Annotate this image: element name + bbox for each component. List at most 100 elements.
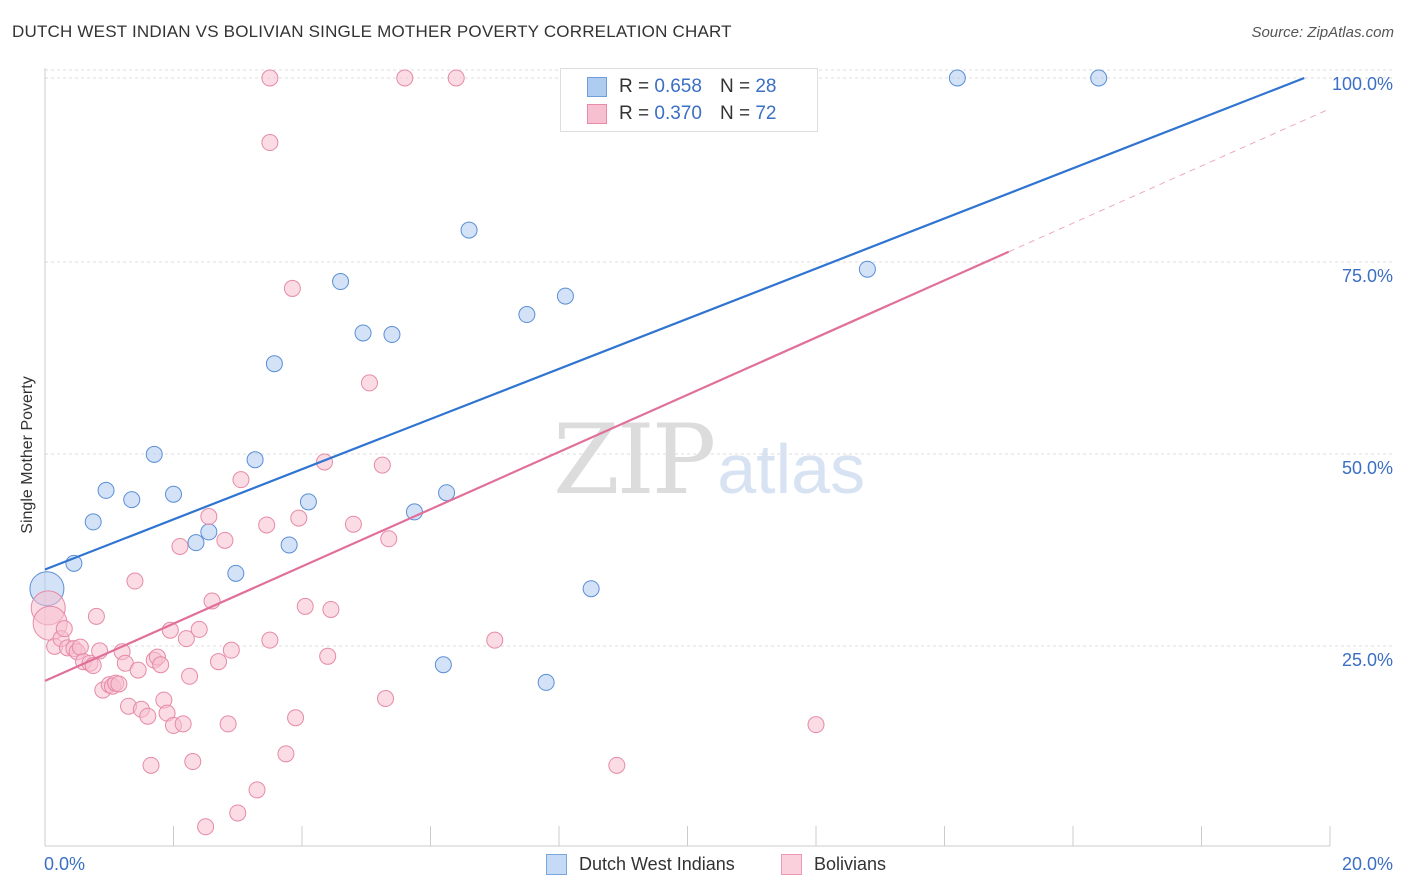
x-tick-label: 0.0% [44,854,85,874]
point-dutch-west-indians [518,306,536,324]
point-bolivians [360,374,378,392]
point-bolivians [216,531,234,549]
point-bolivians [447,69,465,87]
point-bolivians [486,631,504,649]
point-dutch-west-indians [582,580,600,598]
point-dutch-west-indians [556,287,574,305]
point-dutch-west-indians [299,493,317,511]
point-dutch-west-indians [1090,69,1108,87]
point-dutch-west-indians [354,324,372,342]
legend-n-label: N = [719,103,751,124]
point-bolivians [142,756,160,774]
point-bolivians [344,515,362,533]
bottom-legend-label: Bolivians [814,853,887,874]
point-bolivians [396,69,414,87]
point-dutch-west-indians [438,484,456,502]
trend-line-bolivians [44,250,1010,682]
legend-n-label: N = [719,76,751,97]
y-axis-label: Single Mother Poverty [19,376,36,534]
trend-line-bolivians-extension [1008,108,1331,253]
point-dutch-west-indians [200,523,218,541]
legend-r-label: R = [619,76,650,97]
point-dutch-west-indians [227,564,245,582]
point-dutch-west-indians [383,326,401,344]
point-dutch-west-indians [280,536,298,554]
point-bolivians [174,715,192,733]
point-bolivians [219,715,237,733]
point-bolivians [322,600,340,618]
legend-r-value: 0.370 [654,103,702,124]
point-dutch-west-indians [332,273,350,291]
point-bolivians [261,631,279,649]
point-dutch-west-indians [265,355,283,373]
legend-n-value: 72 [755,103,777,124]
y-tick-label: 75.0% [1342,266,1393,286]
point-bolivians [296,597,314,615]
point-dutch-west-indians [858,260,876,278]
legend-r-label: R = [619,103,650,124]
watermark-zip: ZIP [553,404,716,516]
point-bolivians [171,537,189,555]
point-dutch-west-indians [948,69,966,87]
point-bolivians [290,509,308,527]
point-bolivians [71,638,89,656]
point-bolivians [87,607,105,625]
point-bolivians [126,572,144,590]
bottom-legend-label: Dutch West Indians [579,853,735,874]
trend-line-dutch-west-indians [44,76,1305,571]
point-bolivians [55,620,73,638]
point-dutch-west-indians [187,534,205,552]
correlation-legend: R = 0.658 N = 28 R = 0.370 N = 72 [560,68,818,132]
point-bolivians [261,134,279,152]
point-bolivians [152,656,170,674]
legend-n-value: 28 [755,76,777,97]
point-bolivians [139,707,157,725]
point-bolivians [283,279,301,297]
point-bolivians [222,641,240,659]
bottom-legend-swatch-bolivians [781,853,802,875]
point-bolivians [184,753,202,771]
point-dutch-west-indians [145,445,163,463]
point-bolivians [229,804,247,822]
point-bolivians [380,530,398,548]
bottom-legend-bolivians[interactable]: Bolivians [781,852,886,876]
point-bolivians [129,661,147,679]
point-bolivians [377,690,395,708]
legend-row-dutch-west-indians: R = 0.658 N = 28 [587,75,776,99]
legend-r-value: 0.658 [654,76,702,97]
watermark-atlas: atlas [717,430,866,508]
point-bolivians [177,630,195,648]
legend-row-bolivians: R = 0.370 N = 72 [587,102,776,126]
point-bolivians [200,508,218,526]
point-bolivians [261,69,279,87]
point-dutch-west-indians [246,451,264,469]
bottom-legend-swatch-dutch-west-indians [546,853,567,875]
point-dutch-west-indians [123,491,141,509]
y-tick-label: 50.0% [1342,458,1393,478]
point-bolivians [258,516,276,534]
y-tick-label: 25.0% [1342,650,1393,670]
point-dutch-west-indians [97,481,115,499]
chart-title: DUTCH WEST INDIAN VS BOLIVIAN SINGLE MOT… [12,22,732,41]
point-bolivians [232,471,250,489]
y-tick-label: 100.0% [1332,74,1393,94]
legend-swatch-dutch-west-indians [587,77,607,97]
point-dutch-west-indians [460,221,478,239]
point-bolivians [190,620,208,638]
x-tick-label: 20.0% [1342,854,1393,874]
point-dutch-west-indians [84,513,102,531]
point-bolivians [277,745,295,763]
point-dutch-west-indians [434,656,452,674]
point-bolivians [287,709,305,727]
point-dutch-west-indians [165,485,182,503]
point-bolivians [110,675,128,693]
legend-swatch-bolivians [587,104,607,124]
point-bolivians [197,818,215,836]
point-bolivians [319,647,337,665]
point-bolivians [209,653,227,671]
watermark: ZIPatlas [553,404,865,516]
point-bolivians [608,756,626,774]
source-label: Source: ZipAtlas.com [1251,24,1394,41]
bottom-legend-dutch-west-indians[interactable]: Dutch West Indians [546,852,735,876]
